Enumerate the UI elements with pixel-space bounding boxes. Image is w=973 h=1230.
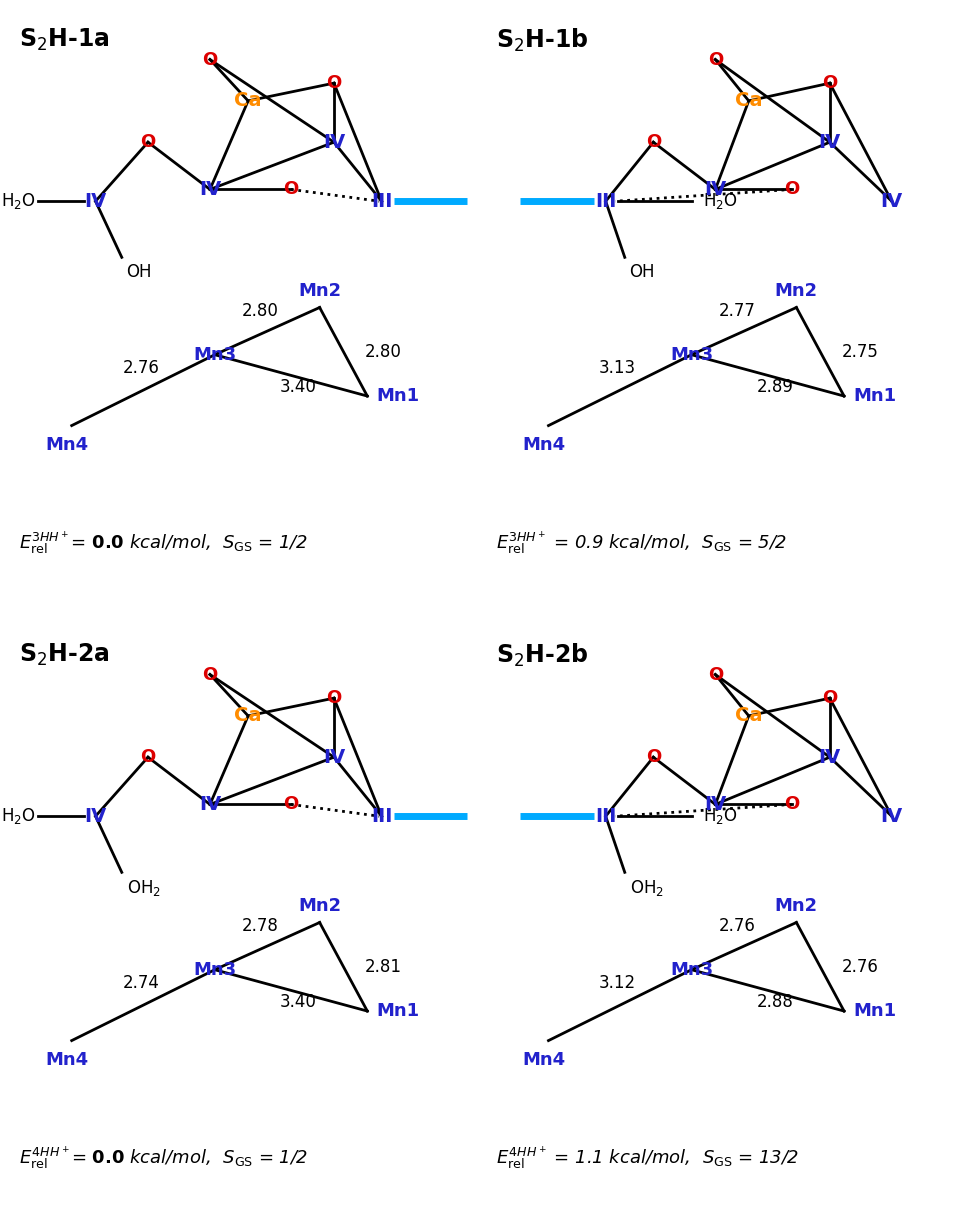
Text: 2.76: 2.76 [718,918,755,936]
Text: Ca: Ca [234,91,262,111]
Text: Ca: Ca [735,91,763,111]
Text: IV: IV [198,795,221,814]
Text: OH$_2$: OH$_2$ [630,878,664,898]
Text: Mn4: Mn4 [46,437,89,454]
Text: OH: OH [630,263,655,282]
Text: S$_2$H-1a: S$_2$H-1a [19,27,110,53]
Text: H$_2$O: H$_2$O [1,191,36,212]
Text: 2.76: 2.76 [123,359,160,378]
Text: O: O [707,50,723,69]
Text: S$_2$H-2a: S$_2$H-2a [19,642,110,668]
Text: Mn4: Mn4 [523,437,565,454]
Text: IV: IV [85,192,107,210]
Text: 2.80: 2.80 [365,343,402,360]
Text: Mn2: Mn2 [298,898,342,915]
Text: OH: OH [126,263,152,282]
Text: III: III [371,192,392,210]
Text: III: III [595,192,616,210]
Text: H$_2$O: H$_2$O [1,806,36,827]
Text: $E_{\rm rel}^{3HH^+}$ = 0.9 kcal/mol,  $S_{\rm GS}$ = 5/2: $E_{\rm rel}^{3HH^+}$ = 0.9 kcal/mol, $S… [496,530,787,557]
Text: 2.77: 2.77 [718,303,755,321]
Text: III: III [371,807,392,825]
Text: OH$_2$: OH$_2$ [126,878,161,898]
Text: O: O [140,133,156,151]
Text: O: O [202,50,218,69]
Text: IV: IV [881,807,903,825]
Text: O: O [646,748,661,766]
Text: Mn1: Mn1 [853,387,897,405]
Text: 3.13: 3.13 [599,359,636,378]
Text: $E_{\rm rel}^{3HH^+}$= $\bf{0.0}$ kcal/mol,  $S_{\rm GS}$ = 1/2: $E_{\rm rel}^{3HH^+}$= $\bf{0.0}$ kcal/m… [19,530,308,557]
Text: O: O [707,665,723,684]
Text: O: O [822,689,838,707]
Text: 2.76: 2.76 [842,958,879,975]
Text: IV: IV [704,795,727,814]
Text: Mn3: Mn3 [194,346,236,364]
Text: S$_2$H-2b: S$_2$H-2b [496,642,589,669]
Text: O: O [784,796,799,813]
Text: Mn3: Mn3 [194,961,236,979]
Text: O: O [283,796,299,813]
Text: Ca: Ca [234,706,262,726]
Text: IV: IV [323,133,345,151]
Text: O: O [646,133,661,151]
Text: $E_{\rm rel}^{4HH^+}$= $\bf{0.0}$ kcal/mol,  $S_{\rm GS}$ = 1/2: $E_{\rm rel}^{4HH^+}$= $\bf{0.0}$ kcal/m… [19,1145,308,1172]
Text: O: O [784,181,799,198]
Text: O: O [822,74,838,92]
Text: $E_{\rm rel}^{4HH^+}$ = 1.1 kcal/mol,  $S_{\rm GS}$ = 13/2: $E_{\rm rel}^{4HH^+}$ = 1.1 kcal/mol, $S… [496,1145,799,1172]
Text: Mn2: Mn2 [775,898,818,915]
Text: O: O [326,74,342,92]
Text: 2.88: 2.88 [757,994,793,1011]
Text: O: O [283,181,299,198]
Text: 2.80: 2.80 [241,303,278,321]
Text: IV: IV [818,748,841,766]
Text: O: O [202,665,218,684]
Text: Mn1: Mn1 [853,1002,897,1020]
Text: Ca: Ca [735,706,763,726]
Text: Mn4: Mn4 [46,1052,89,1069]
Text: H$_2$O: H$_2$O [703,191,739,212]
Text: 2.81: 2.81 [365,958,402,975]
Text: Mn1: Mn1 [377,387,420,405]
Text: Mn3: Mn3 [670,961,713,979]
Text: IV: IV [704,180,727,199]
Text: IV: IV [198,180,221,199]
Text: O: O [140,748,156,766]
Text: Mn2: Mn2 [775,283,818,300]
Text: H$_2$O: H$_2$O [703,806,739,827]
Text: 2.78: 2.78 [241,918,278,936]
Text: S$_2$H-1b: S$_2$H-1b [496,27,589,54]
Text: Mn1: Mn1 [377,1002,420,1020]
Text: III: III [595,807,616,825]
Text: 3.40: 3.40 [280,994,316,1011]
Text: 2.89: 2.89 [757,379,793,396]
Text: 3.40: 3.40 [280,379,316,396]
Text: IV: IV [85,807,107,825]
Text: O: O [326,689,342,707]
Text: IV: IV [323,748,345,766]
Text: Mn2: Mn2 [298,283,342,300]
Text: IV: IV [881,192,903,210]
Text: 3.12: 3.12 [599,974,636,993]
Text: 2.75: 2.75 [842,343,879,360]
Text: 2.74: 2.74 [123,974,160,993]
Text: Mn3: Mn3 [670,346,713,364]
Text: Mn4: Mn4 [523,1052,565,1069]
Text: IV: IV [818,133,841,151]
